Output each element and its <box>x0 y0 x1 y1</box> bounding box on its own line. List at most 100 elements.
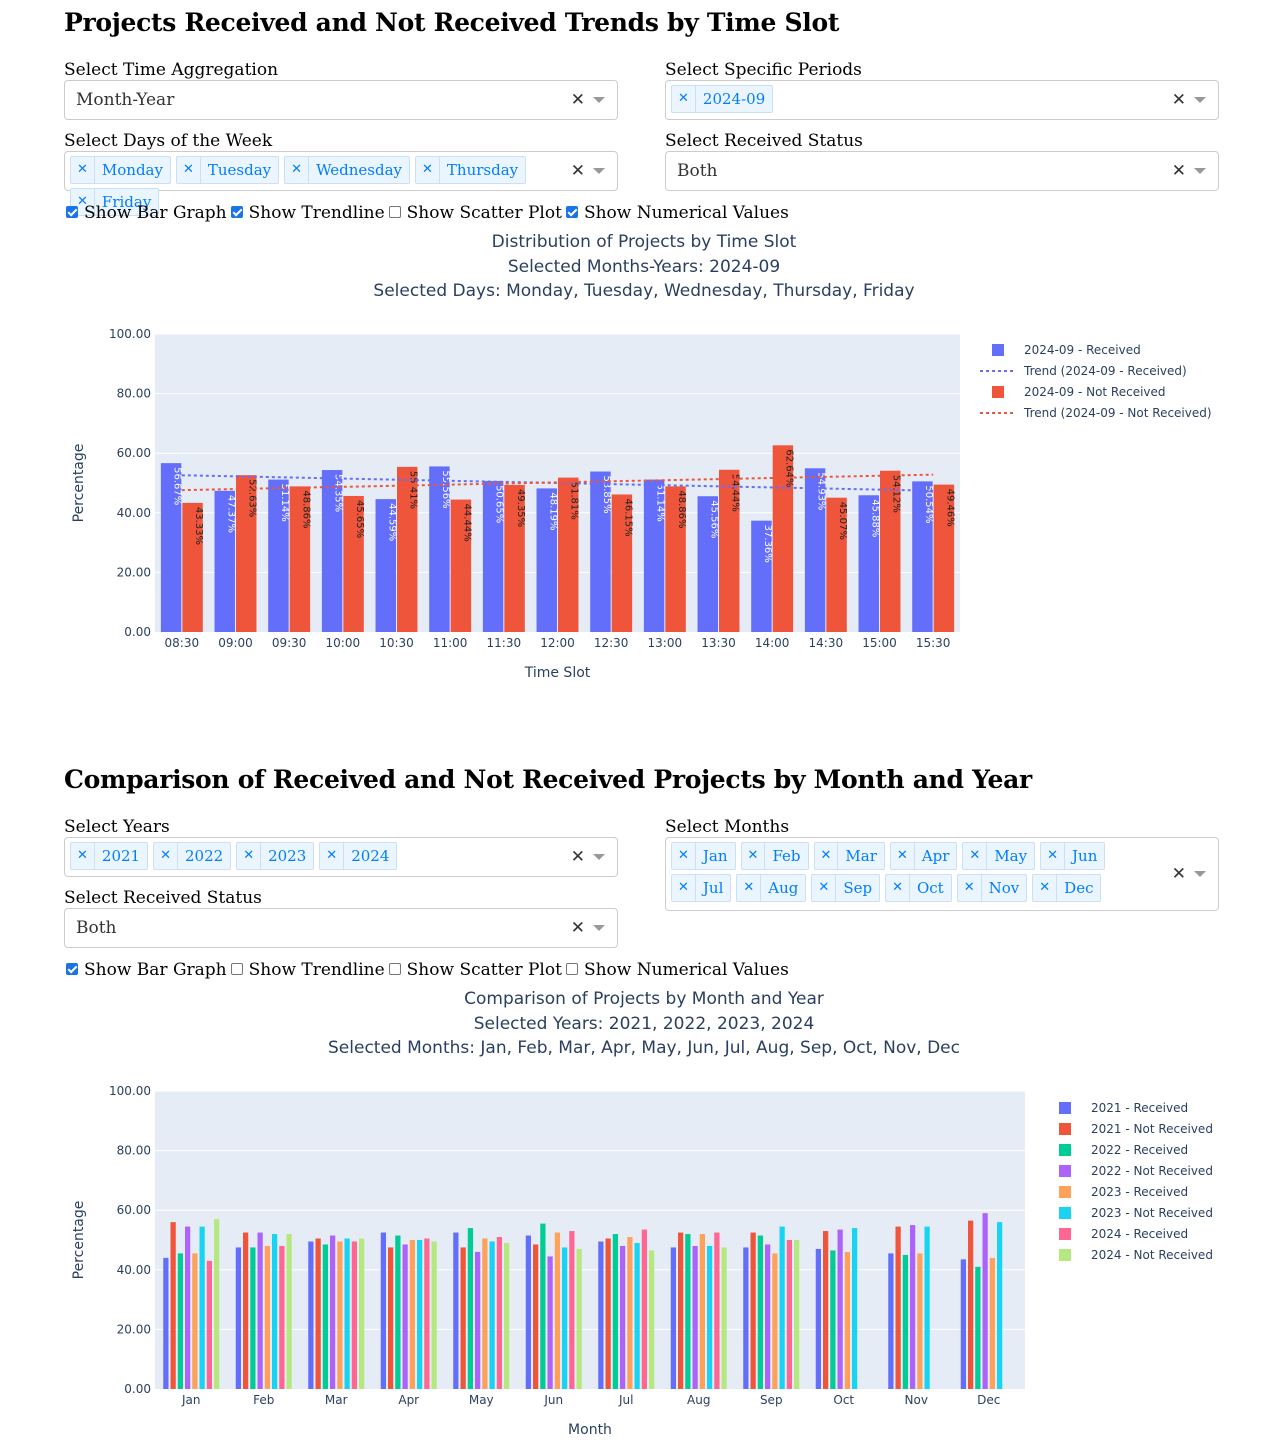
bar <box>815 1248 821 1389</box>
day-tag[interactable]: ✕ Friday <box>70 188 160 216</box>
remove-x-icon[interactable]: ✕ <box>71 157 95 183</box>
received-status-value-2: Both <box>76 918 117 938</box>
chart2-option-show-bar-graph[interactable]: Show Bar Graph <box>66 960 227 980</box>
day-tag[interactable]: ✕ Monday <box>70 156 171 184</box>
bar <box>177 1253 183 1389</box>
month-tag[interactable]: ✕ Aug <box>736 874 807 902</box>
clear-x-icon[interactable]: ✕ <box>1171 864 1186 884</box>
year-tag[interactable]: ✕ 2021 <box>70 842 149 870</box>
chart1-option-show-trendline[interactable]: Show Trendline <box>230 203 385 223</box>
bar-value-label: 51.81% <box>569 482 580 520</box>
checkbox[interactable] <box>66 963 78 975</box>
clear-x-icon[interactable]: ✕ <box>570 918 585 938</box>
remove-x-icon[interactable]: ✕ <box>891 843 915 869</box>
chart1-option-show-numerical-values[interactable]: Show Numerical Values <box>565 203 789 223</box>
bar <box>206 1260 212 1389</box>
month-tag[interactable]: ✕ Jan <box>671 842 736 870</box>
specific-periods-dropdown[interactable]: ✕ 2024-09 ✕ <box>665 80 1219 120</box>
time-aggregation-dropdown[interactable]: Month-Year ✕ <box>64 80 618 120</box>
remove-x-icon[interactable]: ✕ <box>416 157 440 183</box>
remove-x-icon[interactable]: ✕ <box>812 875 837 901</box>
clear-x-icon[interactable]: ✕ <box>570 90 585 110</box>
remove-x-icon[interactable]: ✕ <box>672 843 696 869</box>
remove-x-icon[interactable]: ✕ <box>737 875 762 901</box>
bar <box>968 1220 974 1389</box>
month-tag[interactable]: ✕ Nov <box>956 874 1028 902</box>
remove-x-icon[interactable]: ✕ <box>177 157 201 183</box>
y-tick-label: 60.00 <box>117 446 151 460</box>
checkbox[interactable] <box>66 206 78 218</box>
remove-x-icon[interactable]: ✕ <box>742 843 766 869</box>
months-dropdown[interactable]: ✕ Jan ✕ Feb ✕ Mar ✕ Apr ✕ May ✕ Jun ✕ Jul ✕ Aug ✕ Sep ✕ Oct… <box>665 837 1219 911</box>
remove-x-icon[interactable]: ✕ <box>285 157 310 183</box>
chart1-option-show-bar-graph[interactable]: Show Bar Graph <box>66 203 227 223</box>
remove-x-icon[interactable]: ✕ <box>154 843 178 869</box>
remove-x-icon[interactable]: ✕ <box>672 86 696 112</box>
month-tag-label: May <box>994 847 1028 865</box>
day-tag[interactable]: ✕ Wednesday <box>284 156 410 184</box>
checkbox-label: Show Numerical Values <box>583 203 789 223</box>
month-tag[interactable]: ✕ Sep <box>811 874 881 902</box>
chart2-option-show-trendline[interactable]: Show Trendline <box>230 960 385 980</box>
month-tag[interactable]: ✕ Apr <box>889 842 958 870</box>
remove-x-icon[interactable]: ✕ <box>71 189 95 215</box>
bar-value-label: 50.54% <box>923 485 934 523</box>
clear-x-icon[interactable]: ✕ <box>570 161 585 181</box>
remove-x-icon[interactable]: ✕ <box>672 875 696 901</box>
caret-down-icon[interactable] <box>1194 97 1206 103</box>
caret-down-icon[interactable] <box>593 97 605 103</box>
bar <box>489 1241 495 1389</box>
bar <box>997 1222 1003 1389</box>
caret-down-icon[interactable] <box>1194 168 1206 174</box>
month-tag-label: Aug <box>768 879 799 897</box>
checkbox[interactable] <box>388 206 401 218</box>
remove-x-icon[interactable]: ✕ <box>1041 843 1066 869</box>
checkbox[interactable] <box>230 963 243 975</box>
clear-x-icon[interactable]: ✕ <box>570 847 585 867</box>
days-of-week-dropdown[interactable]: ✕ Monday ✕ Tuesday ✕ Wednesday ✕ Thursday ✕ Frida… <box>64 151 618 216</box>
remove-x-icon[interactable]: ✕ <box>963 843 988 869</box>
checkbox[interactable] <box>388 963 401 975</box>
remove-x-icon[interactable]: ✕ <box>886 875 910 901</box>
month-tag[interactable]: ✕ Feb <box>740 842 809 870</box>
remove-x-icon[interactable]: ✕ <box>71 843 95 869</box>
chart2-option-show-numerical-values[interactable]: Show Numerical Values <box>565 960 789 980</box>
remove-x-icon[interactable]: ✕ <box>815 843 839 869</box>
caret-down-icon[interactable] <box>593 925 605 931</box>
remove-x-icon[interactable]: ✕ <box>958 875 982 901</box>
chart1-option-show-scatter-plot[interactable]: Show Scatter Plot <box>388 203 562 223</box>
years-tag-list: ✕ 2021 ✕ 2022 ✕ 2023 ✕ 2024 <box>70 842 547 870</box>
checkbox[interactable] <box>565 963 578 975</box>
checkbox[interactable] <box>230 206 243 218</box>
caret-down-icon[interactable] <box>593 854 605 860</box>
caret-down-icon[interactable] <box>1194 871 1206 877</box>
bar <box>707 1245 713 1389</box>
clear-x-icon[interactable]: ✕ <box>1171 90 1186 110</box>
x-tick-label: May <box>469 1393 494 1407</box>
month-tag[interactable]: ✕ Jun <box>1040 842 1106 870</box>
checkbox[interactable] <box>565 206 578 218</box>
caret-down-icon[interactable] <box>593 168 605 174</box>
received-status-dropdown-2[interactable]: Both ✕ <box>64 908 618 948</box>
period-tag[interactable]: ✕ 2024-09 <box>671 85 774 113</box>
bar <box>397 466 418 632</box>
clear-x-icon[interactable]: ✕ <box>1171 161 1186 181</box>
month-tag[interactable]: ✕ Dec <box>1032 874 1102 902</box>
remove-x-icon[interactable]: ✕ <box>237 843 262 869</box>
day-tag[interactable]: ✕ Tuesday <box>175 156 280 184</box>
bar <box>343 495 364 632</box>
year-tag[interactable]: ✕ 2023 <box>236 842 315 870</box>
bar <box>844 1251 850 1389</box>
month-tag[interactable]: ✕ Jul <box>671 874 732 902</box>
month-tag[interactable]: ✕ Mar <box>813 842 885 870</box>
remove-x-icon[interactable]: ✕ <box>1033 875 1058 901</box>
month-tag[interactable]: ✕ Oct <box>885 874 952 902</box>
day-tag[interactable]: ✕ Thursday <box>415 156 527 184</box>
years-dropdown[interactable]: ✕ 2021 ✕ 2022 ✕ 2023 ✕ 2024 ✕ <box>64 837 618 877</box>
received-status-dropdown[interactable]: Both ✕ <box>665 151 1219 191</box>
year-tag[interactable]: ✕ 2022 <box>153 842 232 870</box>
year-tag[interactable]: ✕ 2024 <box>319 842 398 870</box>
chart2-option-show-scatter-plot[interactable]: Show Scatter Plot <box>388 960 562 980</box>
remove-x-icon[interactable]: ✕ <box>320 843 345 869</box>
month-tag[interactable]: ✕ May <box>962 842 1036 870</box>
